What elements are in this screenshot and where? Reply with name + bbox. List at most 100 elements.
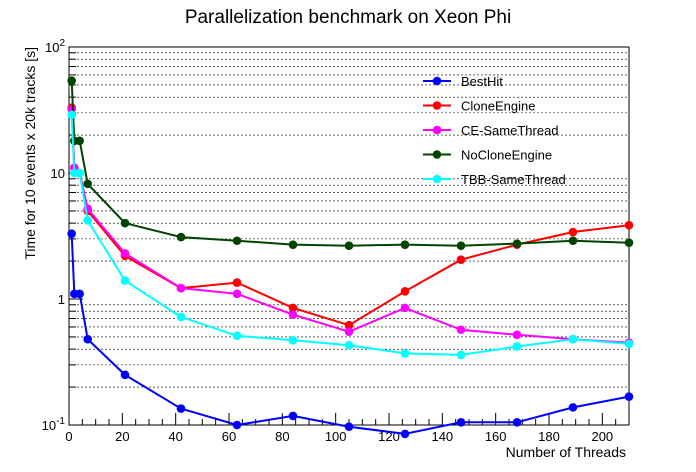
data-point [624, 392, 634, 401]
data-point [568, 334, 578, 344]
data-point [288, 310, 298, 320]
data-point [176, 404, 186, 413]
x-tick-label: 160 [485, 429, 507, 444]
data-point [512, 342, 522, 351]
series-ce-samethread [67, 105, 634, 347]
x-tick-label: 60 [222, 429, 236, 444]
legend-label: CloneEngine [461, 99, 535, 114]
data-point [232, 331, 242, 341]
legend-entry-besthit: BestHit [423, 74, 503, 89]
legend-marker [432, 174, 442, 184]
series-layer [67, 76, 634, 439]
data-point [344, 340, 354, 350]
legend: BestHit CloneEngine CE-SameThread NoCloneEn… [423, 74, 566, 187]
legend-label: TBB-SameThread [461, 172, 566, 187]
series-line [70, 107, 630, 327]
data-point [456, 241, 466, 250]
data-point [344, 241, 354, 250]
series-besthit [67, 229, 634, 439]
y-tick-label: 1 [58, 292, 65, 307]
data-point [120, 249, 130, 258]
x-axis-label: Number of Threads [506, 444, 626, 460]
data-point [232, 289, 242, 299]
data-point [75, 289, 84, 299]
legend-entry-tbb-samethread: TBB-SameThread [423, 172, 566, 187]
data-point [120, 218, 130, 228]
data-point [75, 136, 84, 146]
data-point [120, 276, 130, 285]
data-point [512, 330, 522, 340]
series-line [70, 233, 630, 435]
y-tick-label: 102 [45, 38, 65, 55]
data-point [83, 179, 92, 189]
data-point [67, 229, 76, 238]
data-point [512, 239, 522, 248]
legend-entry-ce-samethread: CE-SameThread [423, 123, 559, 138]
legend-label: NoCloneEngine [461, 148, 552, 163]
data-point [83, 216, 92, 225]
data-point [288, 240, 298, 249]
legend-marker [432, 76, 442, 86]
data-point [344, 327, 354, 337]
data-point [400, 240, 410, 249]
data-point [512, 418, 522, 427]
legend-marker [432, 101, 442, 110]
chart-title: Parallelization benchmark on Xeon Phi [185, 7, 511, 28]
data-point [456, 325, 466, 335]
y-gridlines [69, 52, 629, 388]
legend-marker [432, 125, 442, 135]
data-point [456, 255, 466, 265]
series-line [70, 114, 630, 356]
series-line [70, 109, 630, 344]
x-tick-label: 40 [168, 429, 182, 444]
data-point [75, 168, 84, 178]
series-nocloneengine [67, 76, 634, 250]
legend-label: BestHit [461, 74, 503, 89]
data-point [288, 336, 298, 345]
data-point [232, 278, 242, 287]
data-point [568, 227, 578, 237]
data-point [400, 303, 410, 313]
data-point [456, 350, 466, 360]
data-point [67, 110, 76, 120]
legend-entry-nocloneengine: NoCloneEngine [423, 148, 552, 163]
data-point [456, 418, 466, 427]
data-point [288, 411, 298, 421]
data-point [344, 422, 354, 431]
data-point [624, 339, 634, 349]
data-point [624, 220, 634, 230]
series-tbb-samethread [67, 110, 634, 360]
data-point [232, 420, 242, 430]
x-tick-label: 140 [431, 429, 453, 444]
y-axis-label: Time for 10 events x 20k tracks [s] [22, 47, 38, 260]
x-tick-label: 200 [591, 429, 613, 444]
legend-marker [432, 150, 442, 159]
data-point [232, 236, 242, 246]
y-tick-label: 10-1 [42, 416, 66, 433]
data-point [176, 312, 186, 322]
data-point [400, 349, 410, 358]
series-line [70, 80, 630, 247]
data-point [288, 303, 298, 313]
data-point [120, 370, 130, 380]
data-point [624, 238, 634, 247]
data-point [176, 283, 186, 293]
data-point [400, 287, 410, 296]
data-point [344, 320, 354, 330]
legend-label: CE-SameThread [461, 123, 559, 138]
x-tick-label: 180 [538, 429, 560, 444]
x-tick-label: 0 [65, 429, 72, 444]
y-tick-label: 10 [51, 166, 65, 181]
legend-entry-cloneengine: CloneEngine [423, 99, 535, 114]
data-point [568, 403, 578, 412]
data-point [400, 429, 410, 439]
x-tick-label: 20 [115, 429, 129, 444]
plot-frame [68, 46, 630, 426]
x-tick-label: 100 [325, 429, 347, 444]
data-point [176, 232, 186, 242]
data-point [67, 76, 76, 86]
y-axis: 10-1 1 10 102 [42, 38, 83, 433]
data-point [568, 236, 578, 246]
x-tick-label: 80 [275, 429, 289, 444]
